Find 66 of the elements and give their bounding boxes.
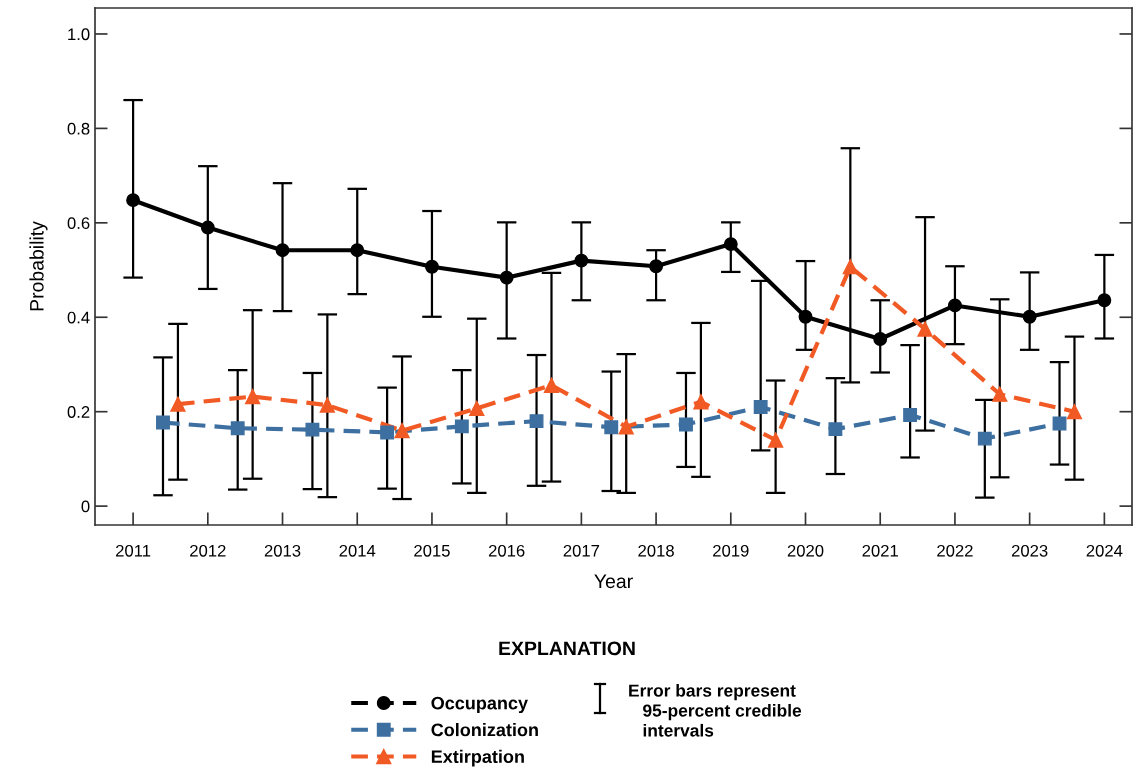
point: [245, 388, 261, 405]
x-tick-label: 2011: [116, 544, 151, 557]
legend-title: EXPLANATION: [499, 641, 635, 656]
point: [842, 259, 858, 275]
x-tick-label: 2023: [1011, 544, 1048, 557]
point: [499, 270, 514, 285]
point: [618, 419, 634, 435]
x-tick-label: 2024: [1086, 544, 1123, 557]
point: [380, 425, 395, 440]
point: [873, 332, 888, 346]
point: [425, 259, 439, 274]
point: [723, 237, 738, 252]
y-tick-label: 0.6: [67, 217, 90, 230]
x-tick-label: 2018: [638, 544, 674, 557]
point: [319, 397, 335, 413]
point: [469, 400, 485, 417]
point: [917, 321, 933, 337]
y-axis-title: Probability: [29, 221, 48, 311]
point: [903, 408, 918, 422]
point: [992, 386, 1008, 402]
point: [1022, 309, 1037, 324]
y-tick-label: 0.4: [67, 311, 90, 324]
point: [170, 396, 186, 412]
y-tick-label: 1.0: [68, 28, 90, 41]
point: [275, 243, 290, 258]
x-tick-label: 2014: [339, 544, 376, 557]
point: [649, 259, 664, 274]
point: [1097, 293, 1112, 308]
point: [828, 422, 843, 437]
y-tick-label: 0.2: [67, 406, 90, 418]
point: [977, 431, 992, 446]
x-tick-label: 2013: [264, 544, 301, 557]
point: [679, 417, 693, 432]
x-tick-label: 2022: [937, 544, 973, 557]
x-tick-label: 2020: [787, 544, 824, 557]
point: [798, 309, 813, 324]
legend-label: Colonization: [431, 723, 538, 737]
x-tick-label: 2012: [190, 544, 226, 557]
point: [1066, 404, 1083, 420]
point: [543, 377, 560, 393]
legend-label: Occupancy: [431, 696, 528, 714]
point: [574, 253, 589, 268]
point: [394, 422, 410, 439]
point: [350, 243, 365, 258]
point: [753, 400, 768, 414]
point: [604, 420, 619, 435]
point: [529, 414, 544, 429]
point: [305, 422, 320, 437]
point: [230, 421, 245, 436]
text: Error bars represent 95-percent credible intervals: [629, 684, 802, 737]
point: [454, 419, 469, 434]
point: [200, 220, 215, 235]
x-tick-label: 2019: [713, 544, 749, 557]
point: [767, 432, 784, 448]
point: [693, 394, 709, 410]
x-tick-label: 2021: [862, 544, 898, 557]
point: [156, 415, 170, 430]
x-tick-label: 2017: [563, 544, 600, 557]
point: [947, 298, 962, 313]
y-tick-label: 0: [81, 500, 90, 513]
legend-label: Extirpation: [431, 749, 524, 767]
y-tick-label: 0.8: [67, 122, 90, 135]
point: [126, 193, 141, 208]
x-axis-title: Year: [594, 574, 633, 589]
x-tick-label: 2015: [414, 544, 450, 557]
x-tick-label: 2016: [488, 544, 525, 557]
